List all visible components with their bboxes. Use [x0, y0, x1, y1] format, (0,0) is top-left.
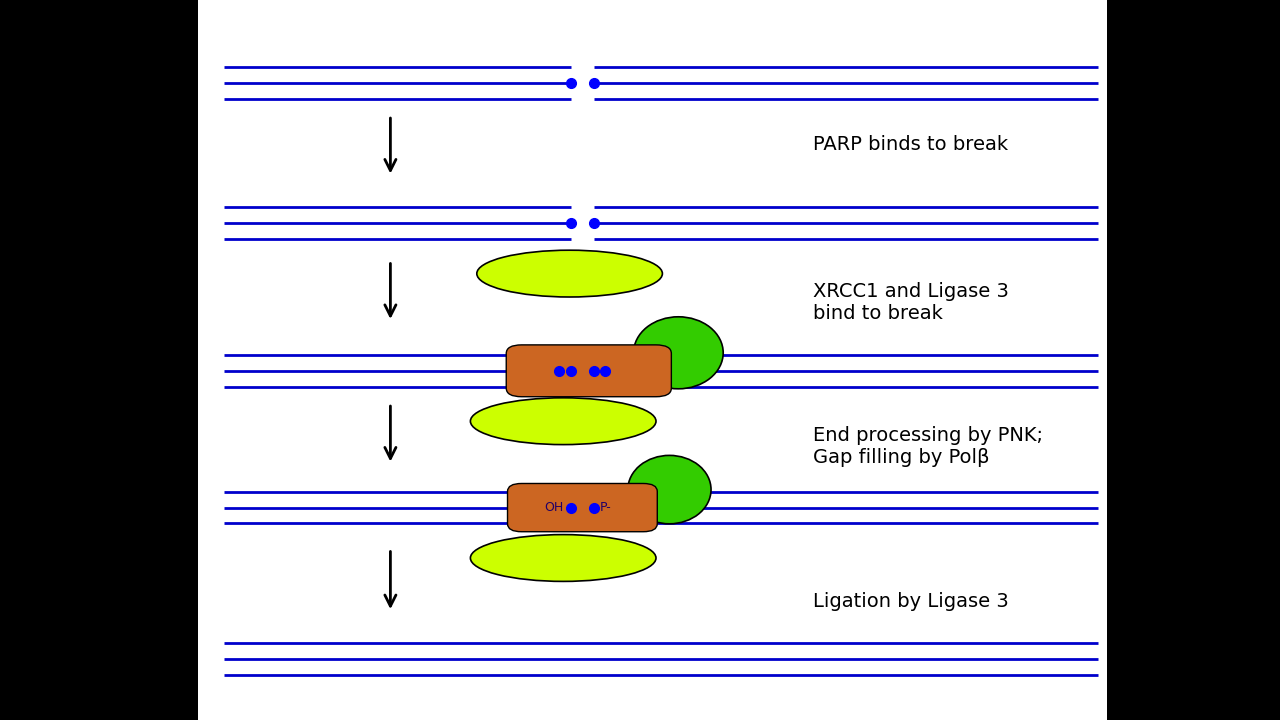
Ellipse shape	[634, 317, 723, 389]
Ellipse shape	[471, 397, 657, 444]
Text: OH: OH	[544, 501, 564, 514]
Text: PARP binds to break: PARP binds to break	[813, 135, 1007, 153]
FancyBboxPatch shape	[507, 345, 671, 397]
FancyBboxPatch shape	[508, 484, 658, 531]
Bar	[0, 0, 198, 720]
Ellipse shape	[476, 251, 663, 297]
Text: Ligation by Ligase 3: Ligation by Ligase 3	[813, 592, 1009, 611]
Ellipse shape	[628, 455, 712, 524]
Bar	[1107, 0, 1280, 720]
Ellipse shape	[471, 534, 657, 582]
Text: XRCC1 and Ligase 3
bind to break: XRCC1 and Ligase 3 bind to break	[813, 282, 1009, 323]
Text: P-: P-	[599, 501, 612, 514]
Text: End processing by PNK;
Gap filling by Polβ: End processing by PNK; Gap filling by Po…	[813, 426, 1043, 467]
